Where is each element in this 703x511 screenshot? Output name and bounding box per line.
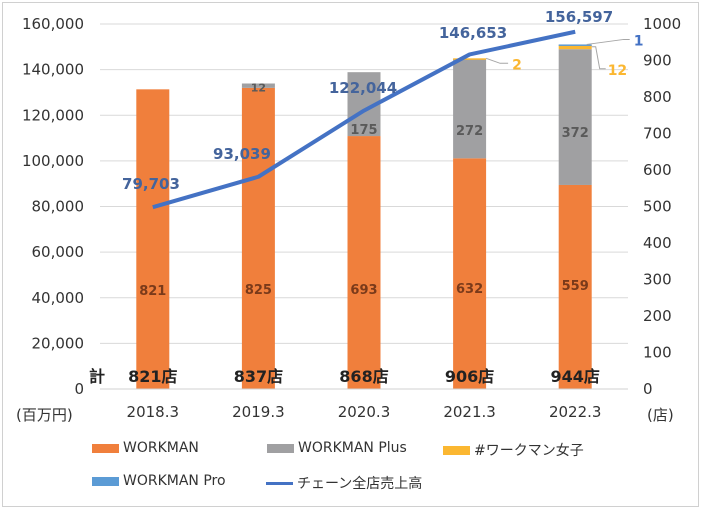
right-tick-label: 0 <box>643 380 653 398</box>
left-tick-label: 100,000 <box>22 152 84 170</box>
right-tick-label: 1000 <box>643 15 681 33</box>
label-workman: 693 <box>350 283 377 298</box>
legend-swatch-workman-pro <box>92 476 119 486</box>
legend-label-workman-plus: WORKMAN Plus <box>298 440 407 456</box>
x-tick-label: 2020.3 <box>338 403 391 421</box>
bar-workman-pro <box>558 44 592 46</box>
left-tick-label: 0 <box>74 380 84 398</box>
legend-swatch-workman-joshi <box>443 445 470 455</box>
legend-label-chain-sales: チェーン全店売上高 <box>297 476 423 492</box>
x-tick-label: 2019.3 <box>232 403 285 421</box>
label-workman-joshi: 12 <box>608 63 627 79</box>
label-chain-sales: 146,653 <box>439 24 507 42</box>
legend-workman: WORKMAN <box>92 440 199 456</box>
right-tick-label: 400 <box>643 234 672 252</box>
total-label: 821店 <box>128 367 177 386</box>
left-tick-label: 40,000 <box>32 289 85 307</box>
label-workman: 559 <box>562 279 589 294</box>
left-tick-label: 140,000 <box>22 61 84 79</box>
total-label: 837店 <box>234 367 283 386</box>
x-tick-label: 2021.3 <box>443 403 496 421</box>
right-tick-label: 900 <box>643 52 672 70</box>
bar-workman-plus <box>558 49 592 185</box>
left-tick-label: 80,000 <box>32 198 85 216</box>
legend-label-workman-pro: WORKMAN Pro <box>123 473 226 489</box>
bar-workman <box>136 89 170 390</box>
legend-workman-pro: WORKMAN Pro <box>92 473 226 489</box>
bar-workman-plus <box>241 83 275 88</box>
bars <box>136 44 592 390</box>
label-workman-joshi: 2 <box>512 57 522 73</box>
label-workman: 821 <box>139 284 166 299</box>
legend-swatch-workman-plus <box>267 443 294 453</box>
label-chain-sales: 79,703 <box>122 175 180 193</box>
legend-label-workman: WORKMAN <box>123 440 199 456</box>
bar-workman-joshi <box>558 44 592 50</box>
x-tick-label: 2022.3 <box>549 403 602 421</box>
right-tick-label: 300 <box>643 271 672 289</box>
total-label: 944店 <box>550 367 599 386</box>
label-workman: 825 <box>245 283 272 298</box>
bar-workman <box>347 136 381 389</box>
callout-leader-workman-joshi <box>485 57 509 64</box>
left-axis-unit-label: (百万円) <box>16 406 73 424</box>
left-tick-label: 120,000 <box>22 106 84 124</box>
left-tick-label: 160,000 <box>22 15 84 33</box>
label-workman-plus: 175 <box>350 123 377 138</box>
left-tick-label: 20,000 <box>32 334 85 352</box>
chart-frame <box>2 2 699 507</box>
legend-swatch-chain-sales <box>266 481 293 485</box>
callout-leader-workman-joshi <box>591 46 606 70</box>
legend-chain-sales: チェーン全店売上高 <box>266 473 422 493</box>
data-labels: 821 825 12 693 175 632 272 559 372 2 12 1 79,703 93,0… <box>89 8 643 386</box>
bar-workman-joshi <box>453 58 487 60</box>
label-workman: 632 <box>456 282 483 297</box>
totals-prefix: 計 <box>89 367 105 386</box>
right-axis-unit-label: (店) <box>647 406 674 424</box>
sales-line <box>152 29 576 210</box>
right-tick-label: 600 <box>643 161 672 179</box>
axes: 0 20,000 40,000 60,000 80,000 100,000 120,000 1… <box>16 15 681 424</box>
label-workman-plus: 12 <box>251 81 266 94</box>
x-tick-label: 2018.3 <box>127 403 180 421</box>
label-chain-sales: 122,044 <box>329 79 397 97</box>
legend-workman-joshi: #ワークマン女子 <box>443 440 584 460</box>
callout-leader-workman-pro <box>586 38 630 45</box>
left-tick-label: 60,000 <box>32 243 85 261</box>
label-workman-pro: 1 <box>634 33 644 49</box>
label-workman-plus: 372 <box>562 126 589 141</box>
total-label: 868店 <box>339 367 388 386</box>
chart: 821 825 12 693 175 632 272 559 372 2 12 1 79,703 93,0… <box>16 8 681 424</box>
total-label: 906店 <box>445 367 494 386</box>
right-tick-label: 500 <box>643 198 672 216</box>
bar-workman <box>453 158 487 389</box>
right-tick-label: 700 <box>643 125 672 143</box>
bar-workman <box>241 87 275 389</box>
label-workman-plus: 272 <box>456 124 483 139</box>
bar-workman <box>558 184 592 389</box>
legend-label-workman-joshi: #ワークマン女子 <box>474 443 584 459</box>
right-tick-label: 800 <box>643 88 672 106</box>
label-chain-sales: 156,597 <box>545 8 613 26</box>
right-tick-label: 100 <box>643 344 672 362</box>
label-chain-sales: 93,039 <box>213 145 271 163</box>
legend-workman-plus: WORKMAN Plus <box>267 440 407 456</box>
bar-workman-plus <box>453 59 487 159</box>
legend-swatch-workman <box>92 443 119 453</box>
right-tick-label: 200 <box>643 307 672 325</box>
